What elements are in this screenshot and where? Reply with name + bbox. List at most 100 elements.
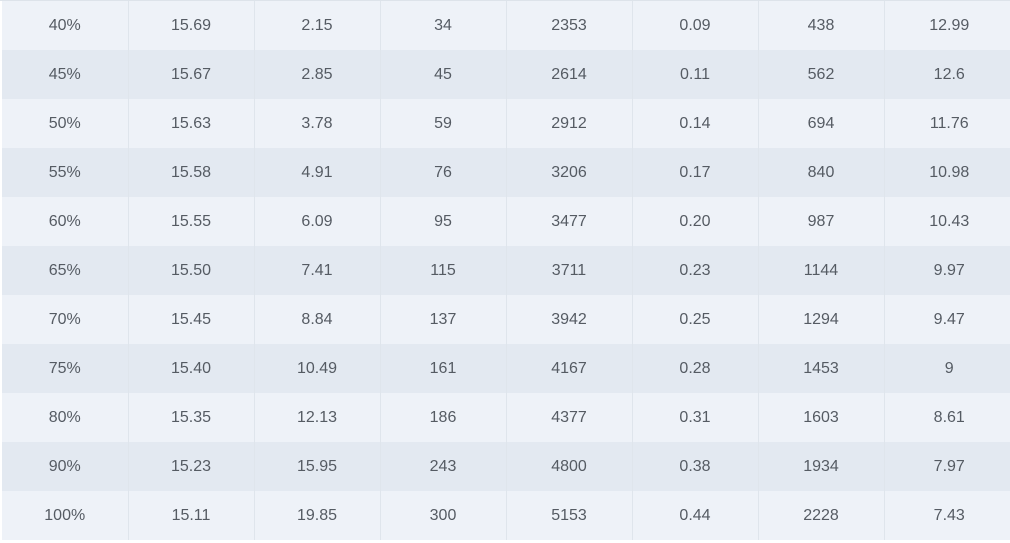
table-cell: 7.97 [884,442,1010,491]
table-cell: 2.15 [254,1,381,50]
table-cell: 2353 [506,1,633,50]
table-cell: 0.23 [632,246,759,295]
table-cell: 0.14 [632,99,759,148]
table-cell: 12.13 [254,393,381,442]
table-cell: 161 [380,344,507,393]
table-cell: 243 [380,442,507,491]
table-row: 50% 15.63 3.78 59 2912 0.14 694 11.76 [2,99,1010,148]
table-cell: 1144 [758,246,885,295]
table-row: 60% 15.55 6.09 95 3477 0.20 987 10.43 [2,197,1010,246]
table-cell: 0.28 [632,344,759,393]
table-row: 40% 15.69 2.15 34 2353 0.09 438 12.99 [2,1,1010,50]
table-cell: 4.91 [254,148,381,197]
table-cell: 3206 [506,148,633,197]
table-cell: 75% [2,344,129,393]
table-cell: 60% [2,197,129,246]
table-cell: 1934 [758,442,885,491]
table-row: 45% 15.67 2.85 45 2614 0.11 562 12.6 [2,50,1010,99]
table-cell: 76 [380,148,507,197]
table-cell: 0.31 [632,393,759,442]
table-cell: 2912 [506,99,633,148]
table-cell: 9.47 [884,295,1010,344]
table-row: 80% 15.35 12.13 186 4377 0.31 1603 8.61 [2,393,1010,442]
table-cell: 80% [2,393,129,442]
table-cell: 0.44 [632,491,759,540]
table-cell: 10.98 [884,148,1010,197]
table-cell: 987 [758,197,885,246]
table-cell: 70% [2,295,129,344]
table-cell: 2614 [506,50,633,99]
table-row: 100% 15.11 19.85 300 5153 0.44 2228 7.43 [2,491,1010,540]
table-cell: 9 [884,344,1010,393]
table-cell: 4800 [506,442,633,491]
table-cell: 15.95 [254,442,381,491]
table-cell: 9.97 [884,246,1010,295]
table-cell: 8.61 [884,393,1010,442]
table-cell: 34 [380,1,507,50]
table-cell: 55% [2,148,129,197]
table-cell: 59 [380,99,507,148]
table-row: 75% 15.40 10.49 161 4167 0.28 1453 9 [2,344,1010,393]
table-cell: 15.55 [128,197,255,246]
table-cell: 12.99 [884,1,1010,50]
table-cell: 0.38 [632,442,759,491]
table-left-edge [0,1,2,543]
table-cell: 65% [2,246,129,295]
table-cell: 438 [758,1,885,50]
table-row: 90% 15.23 15.95 243 4800 0.38 1934 7.97 [2,442,1010,491]
table-cell: 3477 [506,197,633,246]
table-cell: 2228 [758,491,885,540]
table-cell: 7.43 [884,491,1010,540]
table-cell: 40% [2,1,129,50]
table-cell: 10.43 [884,197,1010,246]
table-cell: 11.76 [884,99,1010,148]
table-cell: 840 [758,148,885,197]
table-cell: 4377 [506,393,633,442]
table-cell: 45 [380,50,507,99]
table-cell: 1294 [758,295,885,344]
table-cell: 186 [380,393,507,442]
table-row: 55% 15.58 4.91 76 3206 0.17 840 10.98 [2,148,1010,197]
table-cell: 0.11 [632,50,759,99]
table-cell: 6.09 [254,197,381,246]
table-cell: 15.67 [128,50,255,99]
table-cell: 1453 [758,344,885,393]
table-cell: 1603 [758,393,885,442]
table-cell: 0.20 [632,197,759,246]
table-cell: 137 [380,295,507,344]
table-cell: 0.09 [632,1,759,50]
table-cell: 15.58 [128,148,255,197]
table-cell: 2.85 [254,50,381,99]
table-cell: 15.23 [128,442,255,491]
table-cell: 115 [380,246,507,295]
table-cell: 3942 [506,295,633,344]
table-cell: 95 [380,197,507,246]
table-cell: 100% [2,491,129,540]
table-cell: 19.85 [254,491,381,540]
table-row: 65% 15.50 7.41 115 3711 0.23 1144 9.97 [2,246,1010,295]
table-cell: 15.45 [128,295,255,344]
table-cell: 694 [758,99,885,148]
table-cell: 90% [2,442,129,491]
table-cell: 3711 [506,246,633,295]
table-cell: 300 [380,491,507,540]
table-cell: 8.84 [254,295,381,344]
table-cell: 12.6 [884,50,1010,99]
table-cell: 15.50 [128,246,255,295]
table-cell: 0.25 [632,295,759,344]
table-cell: 3.78 [254,99,381,148]
table-cell: 5153 [506,491,633,540]
table-cell: 562 [758,50,885,99]
table-cell: 15.40 [128,344,255,393]
table-cell: 15.69 [128,1,255,50]
table-cell: 0.17 [632,148,759,197]
table-row: 70% 15.45 8.84 137 3942 0.25 1294 9.47 [2,295,1010,344]
table-cell: 15.35 [128,393,255,442]
table-cell: 7.41 [254,246,381,295]
table-cell: 4167 [506,344,633,393]
table-cell: 15.63 [128,99,255,148]
table-cell: 15.11 [128,491,255,540]
table-cell: 50% [2,99,129,148]
